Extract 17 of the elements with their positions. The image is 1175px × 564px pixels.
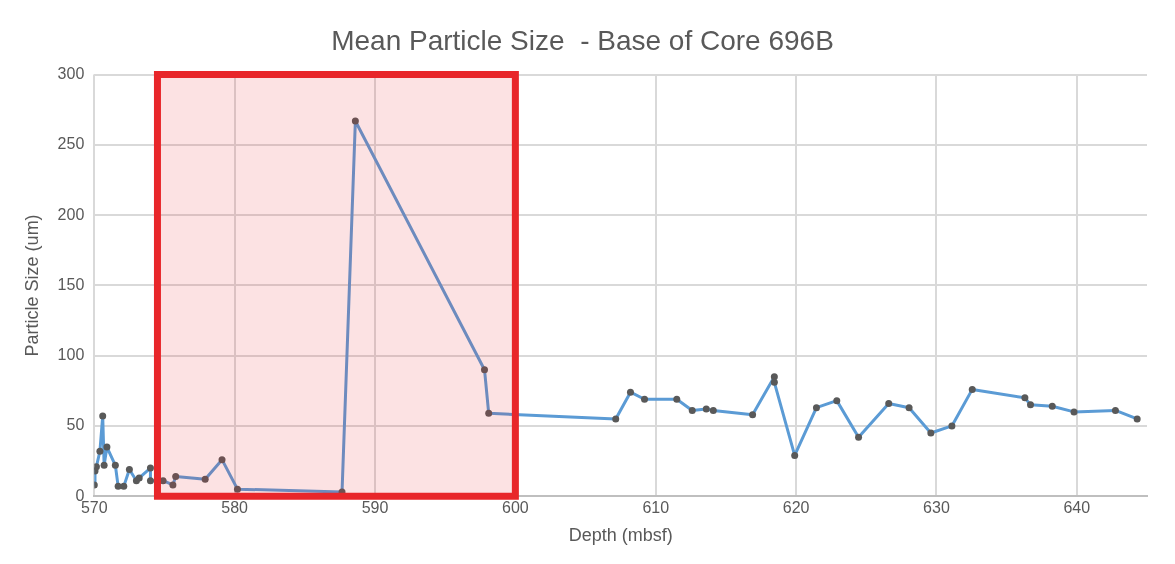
chart-title: Mean Particle Size - Base of Core 696B [331,24,834,56]
y-tick-label: 150 [57,275,85,293]
x-tick-label: 570 [80,499,108,517]
x-tick-label: 600 [502,499,529,517]
x-tick-label: 580 [221,499,249,517]
x-tick-label: 640 [1063,499,1091,517]
y-tick-label: 100 [57,346,85,364]
x-tick-label: 610 [642,499,670,517]
x-tick-label: 590 [361,499,389,517]
y-tick-label: 200 [57,205,85,223]
x-tick-label: 620 [782,499,810,517]
y-axis-title: Particle Size (um) [21,214,42,357]
x-tick-label: 630 [923,499,950,517]
y-tick-label: 250 [57,135,85,153]
x-axis-title: Depth (mbsf) [568,525,673,546]
y-tick-label: 50 [66,416,85,434]
y-tick-label: 300 [57,65,85,83]
